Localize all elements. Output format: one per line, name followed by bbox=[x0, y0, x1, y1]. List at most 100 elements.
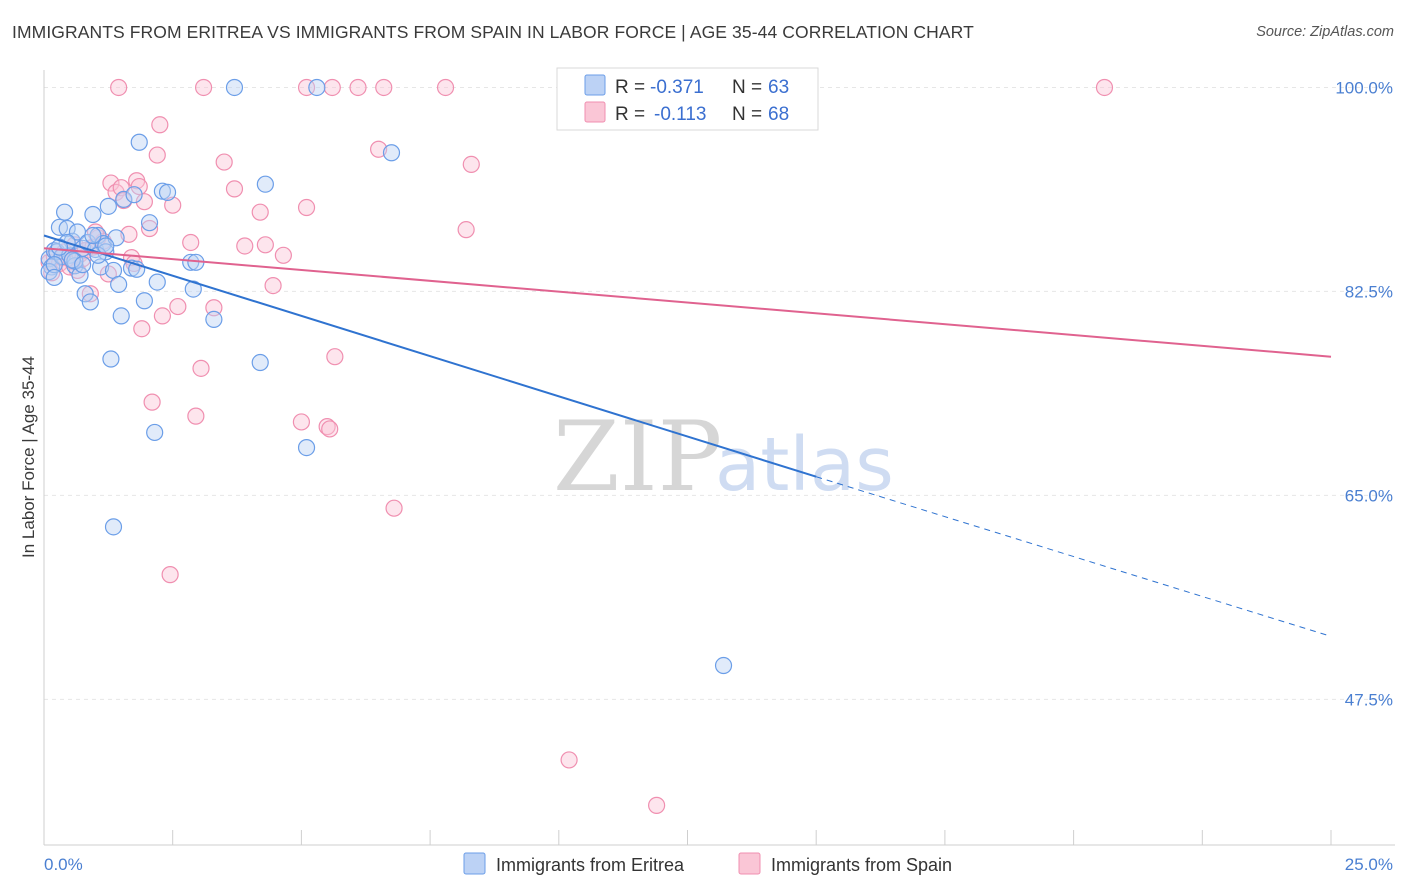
spain-point bbox=[143, 393, 161, 411]
bottom-legend-swatch-spain bbox=[738, 852, 761, 875]
spain-point bbox=[274, 246, 292, 264]
series-eritrea-points bbox=[40, 78, 733, 675]
eritrea-point bbox=[99, 197, 117, 215]
spain-point bbox=[251, 203, 269, 221]
watermark-atlas: atlas bbox=[715, 422, 894, 508]
spain-point bbox=[161, 566, 179, 584]
spain-point bbox=[187, 407, 205, 425]
axes bbox=[43, 70, 1395, 846]
spain-trend-line bbox=[43, 247, 1332, 358]
spain-point bbox=[297, 198, 316, 217]
eritrea-point bbox=[308, 78, 326, 97]
series-legend: Immigrants from Eritrea Immigrants from … bbox=[463, 852, 952, 875]
chart-title: IMMIGRANTS FROM ERITREA VS IMMIGRANTS FR… bbox=[12, 22, 974, 42]
eritrea-point bbox=[55, 203, 74, 221]
trend-lines bbox=[43, 234, 1332, 637]
eritrea-point bbox=[110, 275, 128, 294]
spain-point bbox=[560, 751, 578, 769]
y-tick-label: 65.0% bbox=[1345, 486, 1393, 505]
spain-point bbox=[205, 299, 223, 317]
eritrea-point bbox=[225, 78, 244, 97]
spain-point bbox=[326, 348, 344, 366]
spain-point bbox=[264, 277, 282, 295]
eritrea-point bbox=[158, 183, 177, 201]
eritrea-point bbox=[84, 205, 102, 224]
eritrea-point bbox=[148, 273, 166, 291]
eritrea-point bbox=[102, 350, 120, 368]
spain-point bbox=[192, 359, 210, 377]
spain-point bbox=[148, 146, 166, 164]
legend-n-value-spain: 68 bbox=[768, 104, 789, 125]
spain-point bbox=[323, 78, 341, 97]
y-tick-label: 47.5% bbox=[1345, 690, 1393, 709]
y-axis-label: In Labor Force | Age 35-44 bbox=[19, 356, 38, 558]
grid-lines bbox=[44, 86, 1395, 700]
eritrea-point bbox=[104, 518, 123, 536]
bottom-legend-label-spain: Immigrants from Spain bbox=[771, 855, 952, 875]
eritrea-point bbox=[50, 238, 69, 256]
bottom-legend-label-eritrea: Immigrants from Eritrea bbox=[496, 855, 685, 875]
eritrea-point bbox=[135, 292, 153, 310]
y-tick-label: 100.0% bbox=[1335, 78, 1393, 97]
eritrea-point bbox=[251, 353, 269, 372]
spain-point bbox=[385, 499, 403, 517]
spain-point bbox=[215, 153, 233, 171]
eritrea-point bbox=[112, 307, 130, 325]
spain-point bbox=[110, 78, 128, 97]
spain-point bbox=[292, 413, 310, 431]
eritrea-point bbox=[81, 293, 99, 311]
spain-point bbox=[236, 237, 254, 255]
eritrea-point bbox=[297, 438, 316, 457]
eritrea-point bbox=[74, 256, 92, 274]
spain-point bbox=[194, 78, 213, 97]
eritrea-point bbox=[76, 285, 94, 303]
spain-point bbox=[256, 236, 274, 254]
legend-n-value-eritrea: 63 bbox=[768, 77, 789, 98]
spain-point bbox=[182, 233, 200, 252]
spain-point bbox=[102, 174, 120, 192]
y-tick-labels: 47.5% 65.0% 82.5% 100.0% bbox=[1335, 78, 1393, 709]
x-tick-label-max: 25.0% bbox=[1345, 855, 1393, 874]
eritrea-trend-line bbox=[43, 234, 817, 478]
spain-point bbox=[120, 225, 138, 243]
eritrea-point bbox=[714, 656, 733, 675]
legend-swatch-eritrea bbox=[584, 74, 606, 96]
legend-r-label-spain: R = bbox=[615, 104, 645, 125]
spain-point bbox=[133, 320, 151, 338]
eritrea-point bbox=[205, 310, 223, 328]
legend-n-label-eritrea: N = bbox=[732, 77, 762, 98]
eritrea-point bbox=[45, 256, 63, 274]
bottom-legend-swatch-eritrea bbox=[463, 852, 486, 875]
spain-point bbox=[225, 180, 244, 198]
spain-point bbox=[349, 78, 367, 97]
watermark-zip: ZIP bbox=[553, 401, 722, 513]
spain-point bbox=[462, 155, 480, 173]
eritrea-point bbox=[130, 133, 148, 151]
eritrea-point bbox=[256, 175, 274, 193]
eritrea-point bbox=[63, 251, 81, 269]
legend-n-label-spain: N = bbox=[732, 104, 762, 125]
eritrea-point bbox=[84, 226, 102, 245]
spain-point bbox=[436, 78, 455, 97]
spain-point bbox=[135, 193, 153, 211]
eritrea-point bbox=[97, 237, 115, 255]
spain-point bbox=[169, 297, 187, 316]
spain-point bbox=[321, 420, 339, 438]
eritrea-point bbox=[382, 144, 401, 162]
eritrea-point bbox=[146, 423, 164, 442]
eritrea-point bbox=[125, 186, 143, 204]
spain-point bbox=[153, 307, 172, 325]
stats-legend: R = -0.371 N = 63 R = -0.113 N = 68 bbox=[556, 67, 819, 131]
spain-point bbox=[130, 177, 148, 196]
legend-r-value-eritrea: -0.371 bbox=[650, 77, 704, 98]
spain-point bbox=[318, 418, 336, 436]
legend-r-value-spain: -0.113 bbox=[654, 104, 706, 125]
spain-point bbox=[164, 196, 182, 214]
x-tick-marks bbox=[43, 830, 1332, 845]
spain-point bbox=[457, 221, 475, 239]
eritrea-point bbox=[43, 258, 61, 276]
x-tick-label-min: 0.0% bbox=[44, 855, 83, 874]
source-label: Source: ZipAtlas.com bbox=[1256, 24, 1394, 40]
eritrea-trend-extension bbox=[816, 476, 1332, 637]
